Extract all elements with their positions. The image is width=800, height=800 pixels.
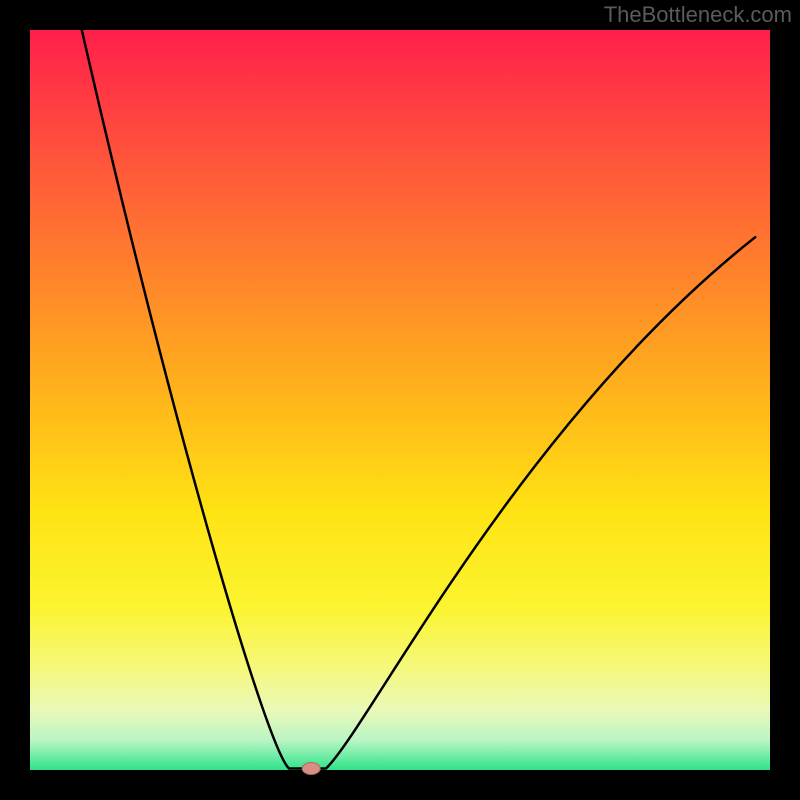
watermark-text: TheBottleneck.com (604, 2, 792, 28)
bottleneck-chart (0, 0, 800, 800)
chart-container: TheBottleneck.com (0, 0, 800, 800)
